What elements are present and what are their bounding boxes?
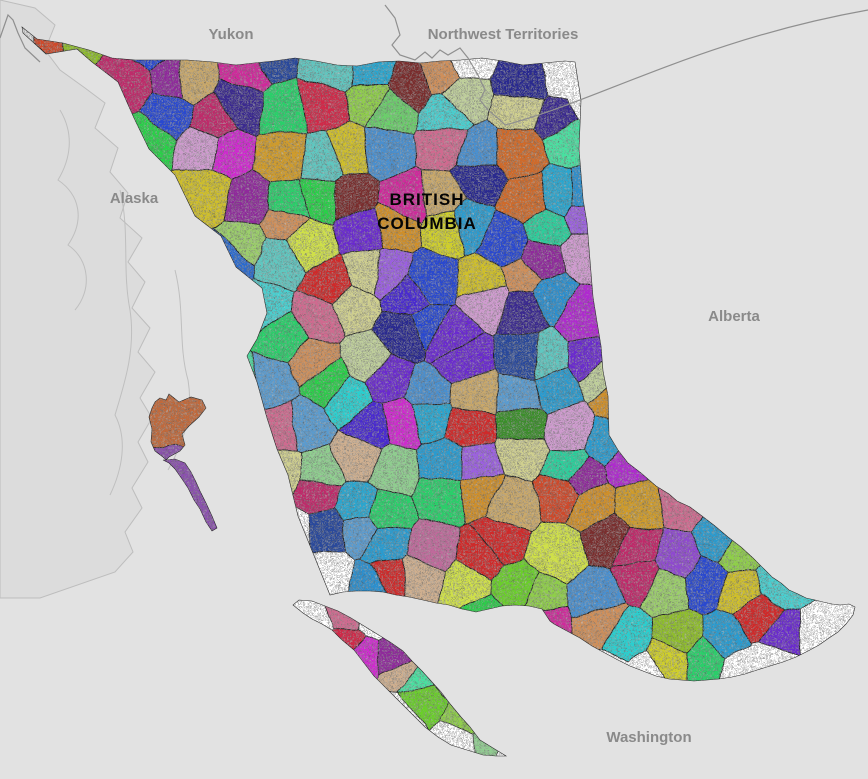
svg-text:COLUMBIA: COLUMBIA xyxy=(377,214,477,233)
svg-text:Alberta: Alberta xyxy=(708,308,760,325)
svg-text:Alaska: Alaska xyxy=(110,190,159,207)
svg-text:BRITISH: BRITISH xyxy=(390,190,465,209)
svg-text:Washington: Washington xyxy=(606,729,691,746)
svg-text:Northwest Territories: Northwest Territories xyxy=(428,26,579,43)
svg-text:Yukon: Yukon xyxy=(208,26,253,43)
